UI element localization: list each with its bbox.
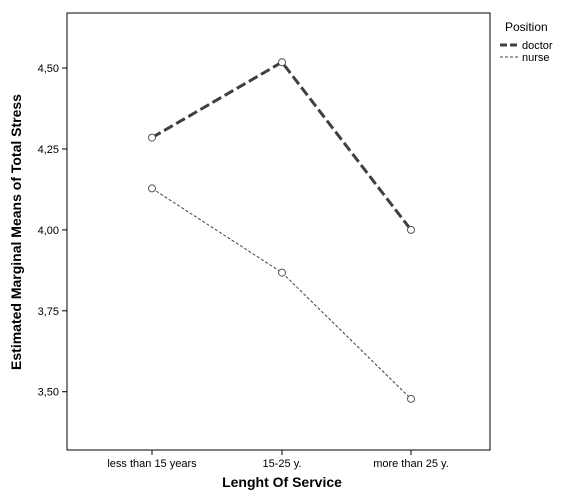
y-tick-label: 3,50 [38, 387, 59, 399]
y-tick-label: 4,50 [38, 63, 59, 75]
plot-area [66, 12, 491, 451]
legend-label-nurse: nurse [522, 52, 550, 64]
y-tick-label: 4,25 [38, 144, 59, 156]
series-layer [148, 58, 415, 403]
data-point-nurse [278, 268, 286, 277]
y-tick-label: 3,75 [38, 306, 59, 318]
y-axis: 3,50 3,75 4,00 4,25 4,50 [38, 63, 67, 399]
data-point-doctor [407, 225, 415, 234]
legend-title: Position [505, 20, 548, 34]
data-point-doctor [148, 133, 156, 142]
legend-label-doctor: doctor [522, 40, 553, 52]
y-axis-title: Estimated Marginal Means of Total Stress [8, 94, 24, 370]
data-point-nurse [148, 184, 156, 193]
x-axis-title: Lenght Of Service [222, 474, 342, 490]
x-tick-label: more than 25 y. [373, 458, 449, 470]
data-point-nurse [407, 394, 415, 403]
legend: Position doctor nurse [500, 20, 553, 64]
x-tick-label: 15-25 y. [263, 458, 302, 470]
x-axis: less than 15 years 15-25 y. more than 25 y… [107, 450, 449, 470]
x-tick-label: less than 15 years [107, 458, 197, 470]
plot-frame [66, 12, 491, 451]
data-point-doctor [278, 58, 286, 67]
series-line-doctor [151, 60, 413, 231]
y-tick-label: 4,00 [38, 225, 59, 237]
series-line-nurse [151, 187, 412, 400]
